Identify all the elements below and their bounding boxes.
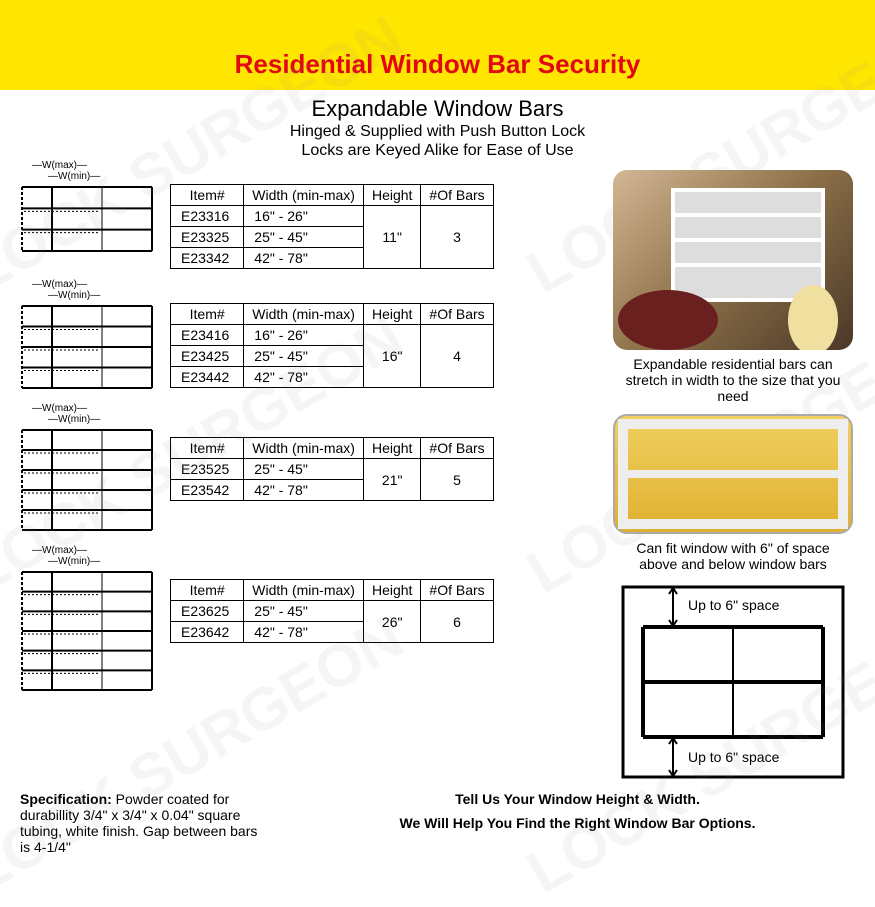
table-row: E2362525" - 45"26"6 xyxy=(171,601,494,622)
photo-bar-closeup xyxy=(613,414,853,534)
product-row: —W(max)——W(min)— Item#Width (min-max)Heig… xyxy=(12,160,593,269)
col-header: Width (min-max) xyxy=(244,580,364,601)
call-to-action: Tell Us Your Window Height & Width. We W… xyxy=(300,791,855,855)
col-header: #Of Bars xyxy=(421,185,493,206)
width-range: 25" - 45" xyxy=(244,227,364,248)
width-range: 25" - 45" xyxy=(244,346,364,367)
height-value: 16" xyxy=(363,325,420,388)
width-range: 42" - 78" xyxy=(244,367,364,388)
item-number: E23342 xyxy=(171,248,244,269)
width-range: 42" - 78" xyxy=(244,248,364,269)
table-row: E2331616" - 26"11"3 xyxy=(171,206,494,227)
width-range: 16" - 26" xyxy=(244,325,364,346)
col-header: Width (min-max) xyxy=(244,185,364,206)
col-header: Height xyxy=(363,304,420,325)
subheader: Expandable Window Bars Hinged & Supplied… xyxy=(0,96,875,160)
item-number: E23542 xyxy=(171,480,244,501)
right-column: Expandable residential bars can stretch … xyxy=(603,160,863,787)
bar-diagram: —W(max)——W(min)— xyxy=(12,403,162,535)
col-header: Height xyxy=(363,580,420,601)
table-row: E2352525" - 45"21"5 xyxy=(171,459,494,480)
bar-diagram: —W(max)——W(min)— xyxy=(12,545,162,695)
col-header: Item# xyxy=(171,304,244,325)
footer: Specification: Powder coated for durabil… xyxy=(0,787,875,855)
cta-line1: Tell Us Your Window Height & Width. xyxy=(300,791,855,807)
col-header: #Of Bars xyxy=(421,304,493,325)
item-number: E23416 xyxy=(171,325,244,346)
spec-label: Specification: xyxy=(20,791,112,807)
height-value: 21" xyxy=(363,459,420,501)
spacing-diagram: Up to 6" space Up to 6" space xyxy=(613,582,853,787)
space-label-top: Up to 6" space xyxy=(688,597,780,613)
item-number: E23316 xyxy=(171,206,244,227)
product-row: —W(max)——W(min)— Item#Width (min-max)Heig… xyxy=(12,279,593,393)
cta-line2: We Will Help You Find the Right Window B… xyxy=(300,815,855,831)
item-number: E23525 xyxy=(171,459,244,480)
spec-table: Item#Width (min-max)Height#Of BarsE23316… xyxy=(170,184,494,269)
width-range: 25" - 45" xyxy=(244,459,364,480)
item-number: E23425 xyxy=(171,346,244,367)
photo-installed-bars xyxy=(613,170,853,350)
col-header: #Of Bars xyxy=(421,438,493,459)
col-header: Item# xyxy=(171,580,244,601)
spec-table: Item#Width (min-max)Height#Of BarsE23416… xyxy=(170,303,494,388)
width-range: 42" - 78" xyxy=(244,622,364,643)
col-header: #Of Bars xyxy=(421,580,493,601)
item-number: E23442 xyxy=(171,367,244,388)
specification-text: Specification: Powder coated for durabil… xyxy=(20,791,260,855)
spec-table: Item#Width (min-max)Height#Of BarsE23625… xyxy=(170,579,494,643)
width-range: 42" - 78" xyxy=(244,480,364,501)
col-header: Width (min-max) xyxy=(244,438,364,459)
bar-diagram: —W(max)——W(min)— xyxy=(12,279,162,393)
table-row: E2341616" - 26"16"4 xyxy=(171,325,494,346)
bars-count: 3 xyxy=(421,206,493,269)
main-content: —W(max)——W(min)—Item#Width (min-max)Heig… xyxy=(0,160,875,787)
height-value: 11" xyxy=(363,206,420,269)
subheader-line1: Expandable Window Bars xyxy=(0,96,875,122)
item-number: E23642 xyxy=(171,622,244,643)
width-range: 25" - 45" xyxy=(244,601,364,622)
bar-diagram: —W(max)——W(min)— xyxy=(12,160,162,256)
bars-count: 5 xyxy=(421,459,493,501)
subheader-line2: Hinged & Supplied with Push Button Lock xyxy=(0,122,875,141)
space-label-bottom: Up to 6" space xyxy=(688,749,780,765)
bars-count: 4 xyxy=(421,325,493,388)
subheader-line3: Locks are Keyed Alike for Ease of Use xyxy=(0,141,875,160)
item-number: E23625 xyxy=(171,601,244,622)
col-header: Height xyxy=(363,438,420,459)
caption-1: Expandable residential bars can stretch … xyxy=(623,356,843,404)
col-header: Height xyxy=(363,185,420,206)
item-number: E23325 xyxy=(171,227,244,248)
spec-table: Item#Width (min-max)Height#Of BarsE23525… xyxy=(170,437,494,501)
col-header: Item# xyxy=(171,185,244,206)
left-column: —W(max)——W(min)—Item#Width (min-max)Heig… xyxy=(12,160,593,787)
bars-count: 6 xyxy=(421,601,493,643)
product-row: —W(max)——W(min)— Item#Width (min-max)Heig… xyxy=(12,545,593,695)
width-range: 16" - 26" xyxy=(244,206,364,227)
height-value: 26" xyxy=(363,601,420,643)
col-header: Item# xyxy=(171,438,244,459)
caption-2: Can fit window with 6" of space above an… xyxy=(623,540,843,572)
col-header: Width (min-max) xyxy=(244,304,364,325)
product-row: —W(max)——W(min)— Item#Width (min-max)Heig… xyxy=(12,403,593,535)
page-title: Residential Window Bar Security xyxy=(235,49,641,80)
header-banner: Residential Window Bar Security xyxy=(0,0,875,90)
